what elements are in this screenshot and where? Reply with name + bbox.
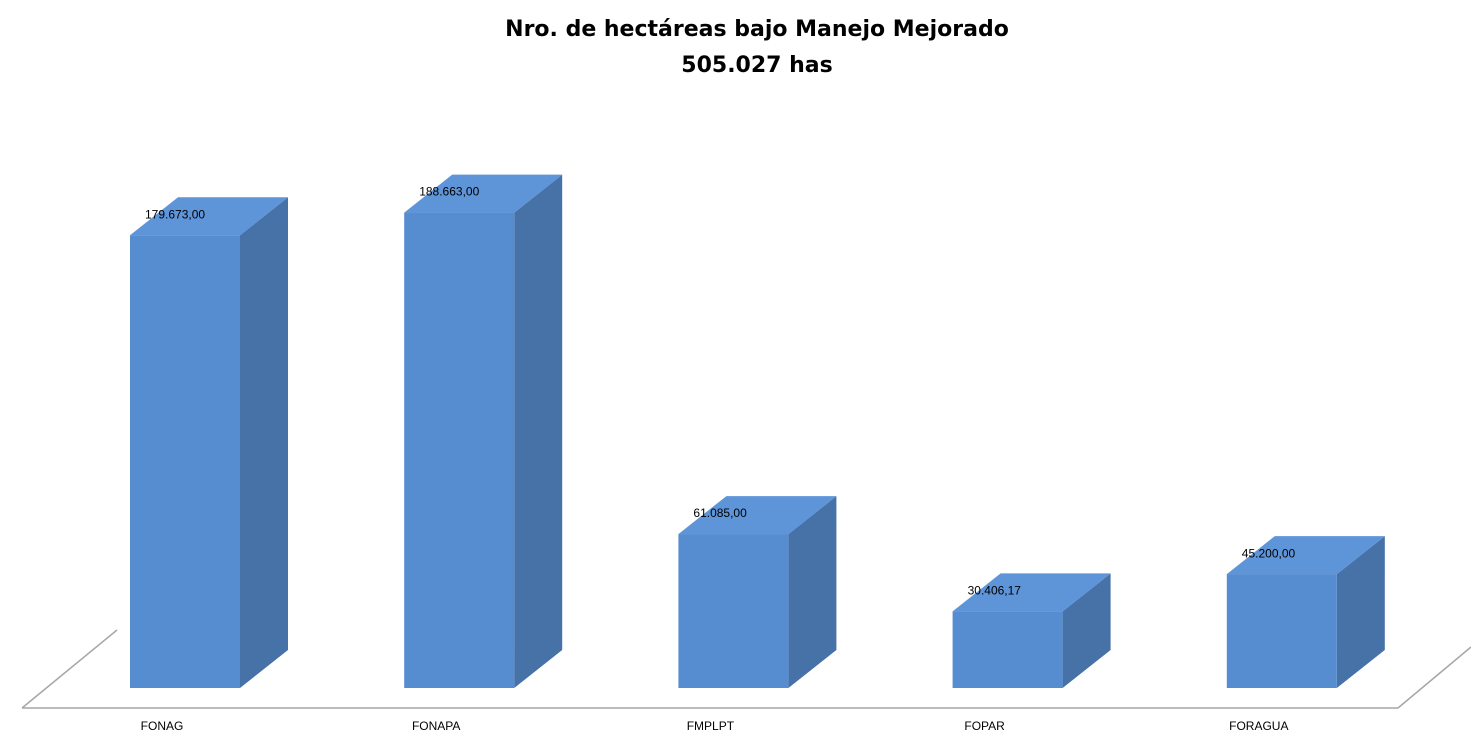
bar bbox=[1226, 574, 1337, 688]
bar bbox=[130, 235, 240, 688]
bar-side bbox=[788, 496, 837, 688]
floor-left-edge bbox=[21, 629, 118, 709]
bar bbox=[404, 212, 515, 688]
bar bbox=[952, 611, 1063, 688]
x-tick-label: FORAGUA bbox=[1229, 719, 1288, 733]
bar bbox=[678, 534, 789, 688]
bar-top bbox=[404, 174, 563, 213]
bar-side bbox=[514, 174, 563, 689]
x-tick-label: FMPLPT bbox=[687, 719, 735, 733]
data-label: 61.085,00 bbox=[693, 506, 747, 520]
x-tick-label: FONAPA bbox=[412, 719, 460, 733]
bar-top bbox=[130, 197, 288, 236]
x-tick-label: FONAG bbox=[141, 719, 184, 733]
data-label: 179.673,00 bbox=[145, 207, 205, 221]
data-label: 45.200,00 bbox=[1242, 546, 1296, 560]
chart-subtitle: 505.027 has bbox=[681, 53, 832, 78]
bar-top bbox=[1226, 536, 1385, 575]
chart-title: Nro. de hectáreas bajo Manejo Mejorado bbox=[505, 17, 1009, 42]
floor bbox=[21, 629, 1471, 709]
floor-right-edge bbox=[1397, 646, 1471, 709]
bar-side bbox=[1062, 573, 1111, 688]
x-tick-label: FOPAR bbox=[964, 719, 1005, 733]
data-label: 30.406,17 bbox=[968, 584, 1022, 598]
data-label: 188.663,00 bbox=[419, 185, 479, 199]
bar-top bbox=[952, 573, 1111, 612]
bar-top bbox=[678, 496, 837, 535]
bar-side bbox=[1336, 536, 1385, 688]
bar-side bbox=[240, 197, 288, 688]
